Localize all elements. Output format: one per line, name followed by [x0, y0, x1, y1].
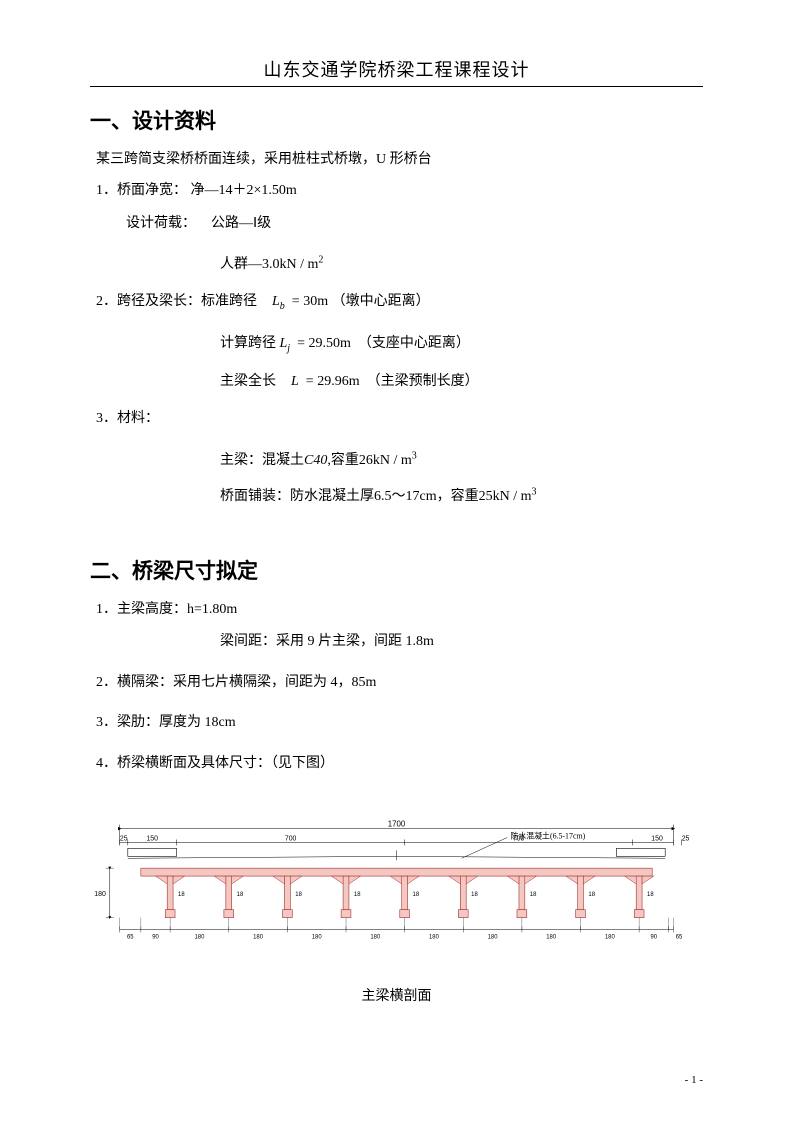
page-header-title: 山东交通学院桥梁工程课程设计: [90, 56, 703, 82]
svg-text:18: 18: [295, 891, 302, 897]
svg-text:18: 18: [647, 891, 654, 897]
svg-text:25: 25: [682, 835, 690, 842]
item-2-1: 1．主梁高度：h=1.80m: [90, 597, 703, 624]
item-2-3: 3．梁肋：厚度为 18cm: [90, 710, 703, 737]
cross-section-diagram: 17002515070070015025防水混凝土(6.5-17cm)18181…: [90, 818, 703, 953]
svg-text:180: 180: [546, 934, 557, 940]
item-2-1b: 梁间距：采用 9 片主梁，间距 1.8m: [90, 629, 703, 656]
header-divider: [90, 86, 703, 87]
svg-text:180: 180: [429, 934, 440, 940]
svg-text:180: 180: [488, 934, 499, 940]
svg-text:700: 700: [285, 835, 297, 842]
full-length: 主梁全长 L = 29.96m （主梁预制长度）: [90, 370, 703, 390]
item-1-1b: 设计荷载： 公路—Ⅰ级: [90, 211, 703, 238]
svg-text:18: 18: [471, 891, 478, 897]
svg-text:18: 18: [237, 891, 244, 897]
svg-text:18: 18: [354, 891, 361, 897]
svg-text:180: 180: [605, 934, 616, 940]
item-1-3: 3．材料：: [90, 406, 703, 433]
item-1-2: 2．跨径及梁长：标准跨径 Lb = 30m （墩中心距离）: [90, 289, 703, 316]
material-2: 桥面铺装：防水混凝土厚6.5～17cm，容重25kN / m3: [90, 485, 703, 505]
svg-text:18: 18: [178, 891, 185, 897]
svg-text:90: 90: [152, 934, 159, 940]
svg-text:90: 90: [651, 934, 658, 940]
svg-text:65: 65: [676, 934, 683, 940]
calc-span: 计算跨径 Lj = 29.50m （支座中心距离）: [90, 332, 703, 354]
material-1: 主梁：混凝土C40,容重26kN / m3: [90, 449, 703, 469]
section1-intro: 某三跨简支梁桥桥面连续，采用桩柱式桥墩，U 形桥台: [90, 147, 703, 172]
svg-text:18: 18: [413, 891, 420, 897]
diagram-caption: 主梁横剖面: [90, 985, 703, 1005]
section2-title: 二、桥梁尺寸拟定: [90, 555, 703, 585]
svg-text:25: 25: [120, 835, 128, 842]
svg-text:防水混凝土(6.5-17cm): 防水混凝土(6.5-17cm): [510, 830, 585, 840]
svg-text:180: 180: [195, 934, 206, 940]
svg-text:150: 150: [651, 835, 663, 842]
item-2-4: 4．桥梁横断面及具体尺寸：（见下图）: [90, 751, 703, 778]
page-number: - 1 -: [685, 1074, 703, 1086]
svg-text:150: 150: [146, 835, 158, 842]
svg-text:180: 180: [312, 934, 323, 940]
item-2-2: 2．横隔梁：采用七片横隔梁，间距为 4，85m: [90, 670, 703, 697]
svg-text:180: 180: [94, 890, 106, 897]
svg-text:180: 180: [370, 934, 381, 940]
svg-text:18: 18: [588, 891, 595, 897]
svg-text:18: 18: [530, 891, 537, 897]
svg-text:180: 180: [253, 934, 264, 940]
crowd-load: 人群—3.0kN / m2: [90, 253, 703, 273]
svg-text:65: 65: [127, 934, 134, 940]
svg-text:1700: 1700: [388, 819, 406, 828]
item-1-1: 1．桥面净宽： 净—14＋2×1.50m: [90, 178, 703, 205]
section1-title: 一、设计资料: [90, 105, 703, 135]
